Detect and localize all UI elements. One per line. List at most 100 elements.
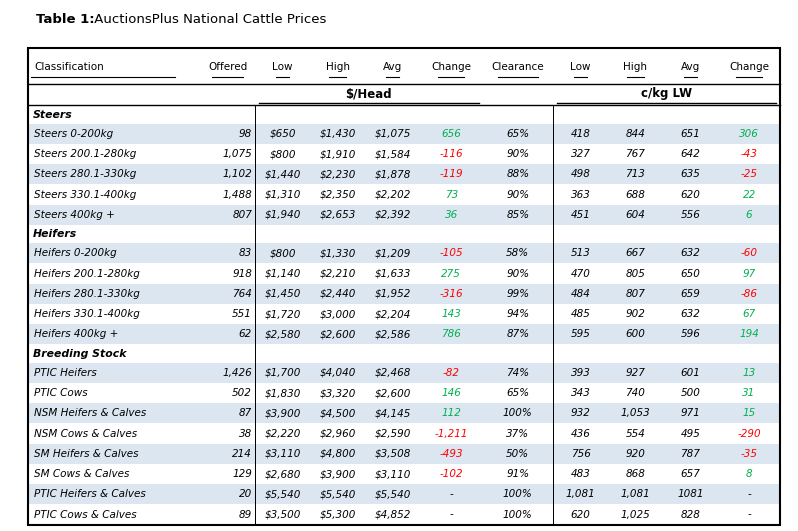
Text: 36: 36	[444, 210, 458, 220]
Bar	[28, 304, 780, 324]
Text: 632: 632	[681, 249, 700, 258]
Text: $5,540: $5,540	[374, 489, 411, 499]
Bar	[28, 48, 780, 525]
Text: -: -	[449, 489, 453, 499]
Text: 89: 89	[239, 510, 252, 519]
Text: $5,300: $5,300	[319, 510, 356, 519]
Text: $3,900: $3,900	[264, 408, 301, 418]
Text: 918: 918	[232, 269, 252, 279]
Text: Change: Change	[431, 62, 472, 72]
Text: 927: 927	[626, 368, 646, 378]
Text: 484: 484	[571, 289, 591, 299]
Text: -290: -290	[737, 429, 761, 439]
Text: $2,230: $2,230	[319, 169, 356, 179]
Text: $2,202: $2,202	[374, 190, 411, 200]
Text: $1,940: $1,940	[264, 210, 301, 220]
Text: 551: 551	[232, 309, 252, 319]
Text: 764: 764	[232, 289, 252, 299]
Text: -493: -493	[440, 449, 463, 459]
Text: 786: 786	[441, 329, 461, 339]
Text: 8: 8	[746, 469, 753, 479]
Text: 73: 73	[444, 190, 458, 200]
Bar	[28, 464, 780, 484]
Text: SM Heifers & Calves: SM Heifers & Calves	[34, 449, 139, 459]
Text: 87%: 87%	[506, 329, 529, 339]
Text: 667: 667	[626, 249, 646, 258]
Text: $3,500: $3,500	[264, 510, 301, 519]
Text: 13: 13	[742, 368, 756, 378]
Text: Heifers 0-200kg: Heifers 0-200kg	[34, 249, 117, 258]
Text: $1,310: $1,310	[264, 190, 301, 200]
Text: Avg: Avg	[681, 62, 700, 72]
Text: 65%: 65%	[506, 388, 529, 398]
Text: 83: 83	[239, 249, 252, 258]
Text: AuctionsPlus National Cattle Prices: AuctionsPlus National Cattle Prices	[90, 13, 326, 26]
Text: 22: 22	[742, 190, 756, 200]
Text: Heifers 400kg +: Heifers 400kg +	[34, 329, 119, 339]
Text: Avg: Avg	[383, 62, 402, 72]
Text: 74%: 74%	[506, 368, 529, 378]
Text: 828: 828	[681, 510, 700, 519]
Text: SM Cows & Calves: SM Cows & Calves	[34, 469, 130, 479]
Text: $3,110: $3,110	[264, 449, 301, 459]
Text: 393: 393	[571, 368, 591, 378]
Text: Clearance: Clearance	[492, 62, 544, 72]
Bar	[28, 383, 780, 403]
Text: 194: 194	[739, 329, 759, 339]
Text: 620: 620	[681, 190, 700, 200]
Text: -43: -43	[741, 149, 757, 159]
Text: Heifers: Heifers	[33, 229, 77, 239]
Bar	[28, 106, 780, 124]
Text: 1081: 1081	[677, 489, 704, 499]
Text: NSM Cows & Calves: NSM Cows & Calves	[34, 429, 137, 439]
Text: -: -	[449, 510, 453, 519]
Text: NSM Heifers & Calves: NSM Heifers & Calves	[34, 408, 147, 418]
Text: $3,900: $3,900	[319, 469, 356, 479]
Text: $1,952: $1,952	[374, 289, 411, 299]
Text: 100%: 100%	[503, 489, 533, 499]
Text: 971: 971	[681, 408, 700, 418]
Text: $2,350: $2,350	[319, 190, 356, 200]
Text: High: High	[326, 62, 350, 72]
Text: $1,140: $1,140	[264, 269, 301, 279]
Text: 87: 87	[239, 408, 252, 418]
Text: 451: 451	[571, 210, 591, 220]
Text: $1,075: $1,075	[374, 129, 411, 139]
Text: 756: 756	[571, 449, 591, 459]
Text: 98: 98	[239, 129, 252, 139]
Text: 620: 620	[571, 510, 591, 519]
Text: PTIC Cows: PTIC Cows	[34, 388, 88, 398]
Text: 143: 143	[441, 309, 461, 319]
Text: -102: -102	[440, 469, 463, 479]
Text: Steers 0-200kg: Steers 0-200kg	[34, 129, 113, 139]
Text: 38: 38	[239, 429, 252, 439]
Text: $2,600: $2,600	[374, 388, 411, 398]
Text: 920: 920	[626, 449, 646, 459]
Text: 50%: 50%	[506, 449, 529, 459]
Text: 306: 306	[739, 129, 759, 139]
Text: $1,209: $1,209	[374, 249, 411, 258]
Text: 844: 844	[626, 129, 646, 139]
Text: 902: 902	[626, 309, 646, 319]
Text: $3,000: $3,000	[319, 309, 356, 319]
Bar	[28, 225, 780, 243]
Text: Table 1:: Table 1:	[36, 13, 94, 26]
Text: -35: -35	[741, 449, 757, 459]
Text: 91%: 91%	[506, 469, 529, 479]
Text: 713: 713	[626, 169, 646, 179]
Text: 67: 67	[742, 309, 756, 319]
Text: $1,440: $1,440	[264, 169, 301, 179]
Text: Low: Low	[272, 62, 293, 72]
Text: $2,590: $2,590	[374, 429, 411, 439]
Text: 787: 787	[681, 449, 700, 459]
Text: Classification: Classification	[34, 62, 104, 72]
Text: $800: $800	[270, 149, 296, 159]
Text: 327: 327	[571, 149, 591, 159]
Text: $2,580: $2,580	[264, 329, 301, 339]
Text: $2,600: $2,600	[319, 329, 356, 339]
Text: $3,110: $3,110	[374, 469, 411, 479]
Text: $5,540: $5,540	[319, 489, 356, 499]
Text: -25: -25	[741, 169, 757, 179]
Text: $2,210: $2,210	[319, 269, 356, 279]
Text: $2,204: $2,204	[374, 309, 411, 319]
